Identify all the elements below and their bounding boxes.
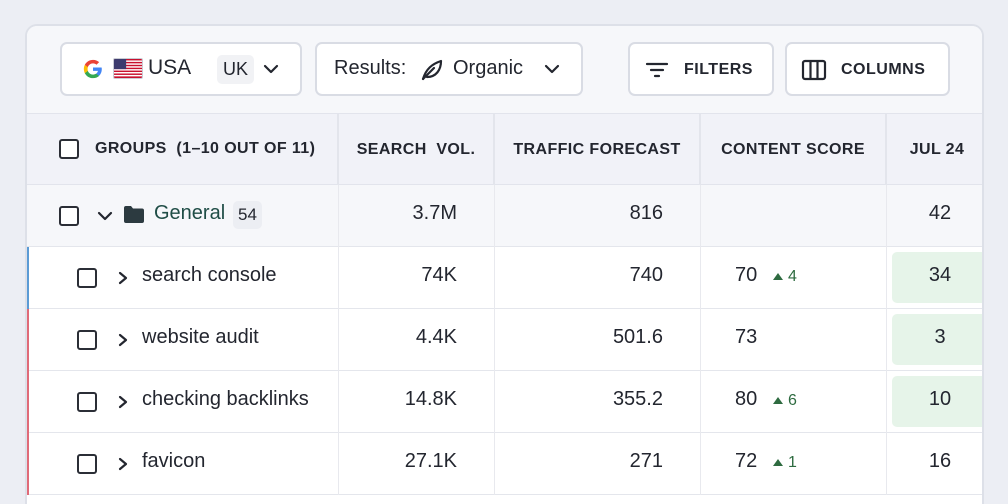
country-label: USA (148, 56, 192, 79)
row-checkbox[interactable] (77, 330, 97, 350)
filters-button[interactable]: FILTERS (628, 42, 774, 96)
content-score: 80 (735, 388, 758, 410)
google-icon (83, 59, 102, 79)
filter-icon (645, 62, 669, 78)
chevron-right-icon[interactable] (117, 271, 129, 285)
jul-cell: 16 (892, 438, 982, 489)
group-row-general[interactable]: General 54 3.7M 816 42 (27, 185, 982, 247)
keyword[interactable]: checking backlinks (142, 388, 309, 410)
header-content-score[interactable]: CONTENT SCORE (701, 114, 887, 185)
search-vol: 14.8K (404, 388, 457, 410)
row-accent (27, 247, 29, 309)
folder-icon (124, 206, 144, 223)
leaf-icon (421, 59, 443, 81)
jul-value: 16 (928, 450, 952, 472)
jul-cell: 34 (892, 252, 982, 303)
keyword[interactable]: favicon (142, 450, 206, 472)
group-jul: 42 (928, 202, 952, 224)
content-score: 73 (735, 326, 758, 348)
table-header: GROUPS (1–10 OUT OF 11) SEARCH VOL. TRAF… (27, 113, 982, 185)
toolbar: USA UK Results: Organic FILTERS (27, 26, 982, 113)
jul-cell: 3 (892, 314, 982, 365)
columns-label: COLUMNS (841, 61, 926, 78)
header-jul-24[interactable]: JUL 24 (909, 140, 965, 158)
content-score-delta: 4 (773, 268, 797, 286)
group-name[interactable]: General (154, 202, 226, 224)
country-selector[interactable]: USA UK (60, 42, 302, 96)
results-type-dropdown[interactable]: Results: Organic (315, 42, 583, 96)
triangle-up-icon (773, 459, 783, 466)
header-groups-label: GROUPS (1–10 OUT OF 11) (95, 140, 316, 157)
triangle-up-icon (773, 397, 783, 404)
row-accent (27, 371, 29, 433)
chevron-right-icon[interactable] (117, 333, 129, 347)
chevron-right-icon[interactable] (117, 457, 129, 471)
traffic-forecast: 740 (629, 264, 663, 286)
group-checkbox[interactable] (59, 206, 79, 226)
traffic-forecast: 271 (629, 450, 663, 472)
select-all-checkbox[interactable] (59, 139, 79, 159)
header-search-vol[interactable]: SEARCH VOL. (339, 114, 495, 185)
row-accent (27, 433, 29, 495)
table-row[interactable]: checking backlinks 14.8K 355.2 80 6 10 (27, 371, 982, 433)
table-row[interactable]: favicon 27.1K 271 72 1 16 (27, 433, 982, 495)
search-vol: 4.4K (415, 326, 457, 348)
results-value: Organic (453, 57, 524, 79)
traffic-forecast: 501.6 (612, 326, 663, 348)
search-vol: 27.1K (404, 450, 457, 472)
row-accent (27, 309, 29, 371)
triangle-up-icon (773, 273, 783, 280)
search-vol: 74K (421, 264, 457, 286)
traffic-forecast: 355.2 (612, 388, 663, 410)
jul-cell: 10 (892, 376, 982, 427)
content-score-delta: 6 (773, 392, 797, 410)
row-checkbox[interactable] (77, 454, 97, 474)
header-traffic-forecast[interactable]: TRAFFIC FORECAST (495, 114, 701, 185)
content-score: 72 (735, 450, 758, 472)
jul-value: 10 (928, 388, 952, 410)
keyword-table-card: USA UK Results: Organic FILTERS (25, 24, 984, 504)
group-count-badge: 54 (233, 201, 262, 229)
content-score: 70 (735, 264, 758, 286)
content-score-delta: 1 (773, 454, 797, 472)
us-flag-icon (113, 58, 143, 79)
jul-value: 3 (934, 326, 946, 348)
chevron-down-icon (544, 64, 560, 74)
jul-value: 34 (928, 264, 952, 286)
alt-country-chip[interactable]: UK (217, 55, 255, 84)
group-traffic: 816 (629, 202, 663, 224)
filters-label: FILTERS (684, 61, 753, 78)
table-row[interactable]: website audit 4.4K 501.6 73 3 (27, 309, 982, 371)
columns-button[interactable]: COLUMNS (785, 42, 950, 96)
chevron-down-icon[interactable] (262, 60, 280, 78)
group-search-vol: 3.7M (412, 202, 457, 224)
columns-icon (801, 59, 827, 81)
table-row[interactable]: search console 74K 740 70 4 34 (27, 247, 982, 309)
results-label: Results: (334, 57, 407, 79)
row-checkbox[interactable] (77, 268, 97, 288)
keyword[interactable]: search console (142, 264, 277, 286)
keyword[interactable]: website audit (142, 326, 259, 348)
chevron-down-icon[interactable] (97, 209, 113, 223)
row-checkbox[interactable] (77, 392, 97, 412)
chevron-right-icon[interactable] (117, 395, 129, 409)
header-groups[interactable]: GROUPS (1–10 OUT OF 11) (27, 114, 339, 185)
